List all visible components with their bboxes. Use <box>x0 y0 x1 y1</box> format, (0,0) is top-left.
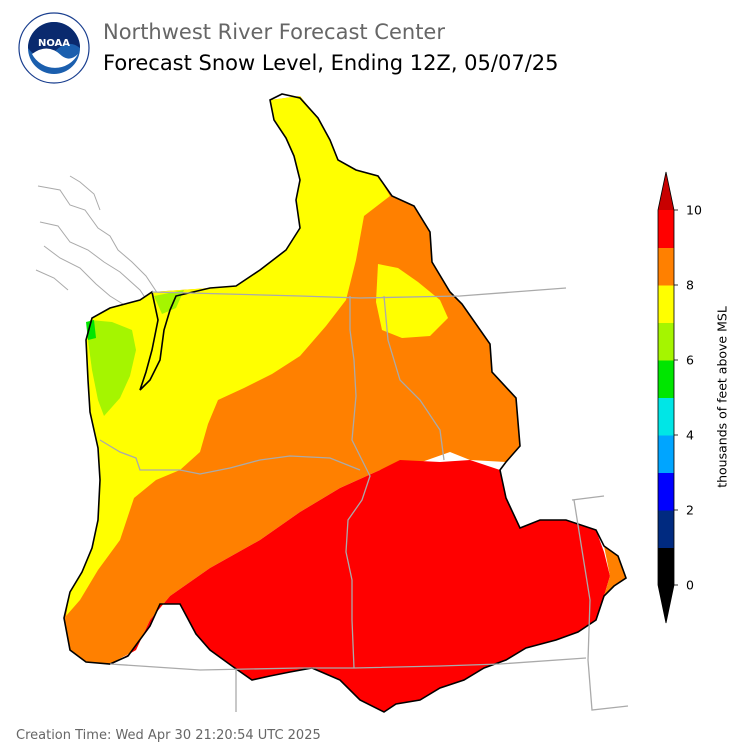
legend-band <box>658 435 674 473</box>
legend-band <box>658 397 674 436</box>
basin-outline <box>63 93 627 713</box>
color-scale-legend: 0 2 4 6 8 10 <box>657 171 702 624</box>
legend-band <box>658 510 674 548</box>
legend-band <box>658 247 674 286</box>
legend-band <box>658 210 674 248</box>
zone-western-washington-oregon <box>66 96 390 616</box>
zone-northern-idaho-patch <box>376 264 448 338</box>
legend-over-arrow <box>658 172 674 210</box>
legend-band <box>658 285 674 323</box>
noaa-logo: NOAA <box>18 12 90 84</box>
zone-coastal-lowland <box>88 320 136 416</box>
snow-level-map <box>35 93 629 713</box>
legend-tick-label: 4 <box>686 428 694 443</box>
legend-under-arrow <box>658 585 674 623</box>
legend-tick-label: 6 <box>686 353 694 368</box>
zone-central-basin <box>64 96 520 664</box>
page-title: Northwest River Forecast Center <box>103 20 445 44</box>
legend-tick-label: 10 <box>686 203 702 218</box>
state-boundaries <box>99 287 629 712</box>
legend-band <box>658 472 674 511</box>
legend-tick-label: 2 <box>686 503 694 518</box>
zone-east-edge <box>604 546 626 596</box>
product-title: Forecast Snow Level, Ending 12Z, 05/07/2… <box>103 51 559 75</box>
legend-band <box>658 322 674 361</box>
creation-time: Creation Time: Wed Apr 30 21:20:54 UTC 2… <box>16 728 321 743</box>
legend-tick-label: 0 <box>686 578 694 593</box>
zone-southeast-region <box>112 460 610 712</box>
noaa-logo-text: NOAA <box>38 38 70 49</box>
legend-band <box>658 360 674 398</box>
legend-axis-label: thousands of feet above MSL <box>714 306 730 488</box>
zone-coast-green <box>86 320 96 340</box>
legend-band <box>658 547 674 586</box>
legend-tick-label: 8 <box>686 278 694 293</box>
